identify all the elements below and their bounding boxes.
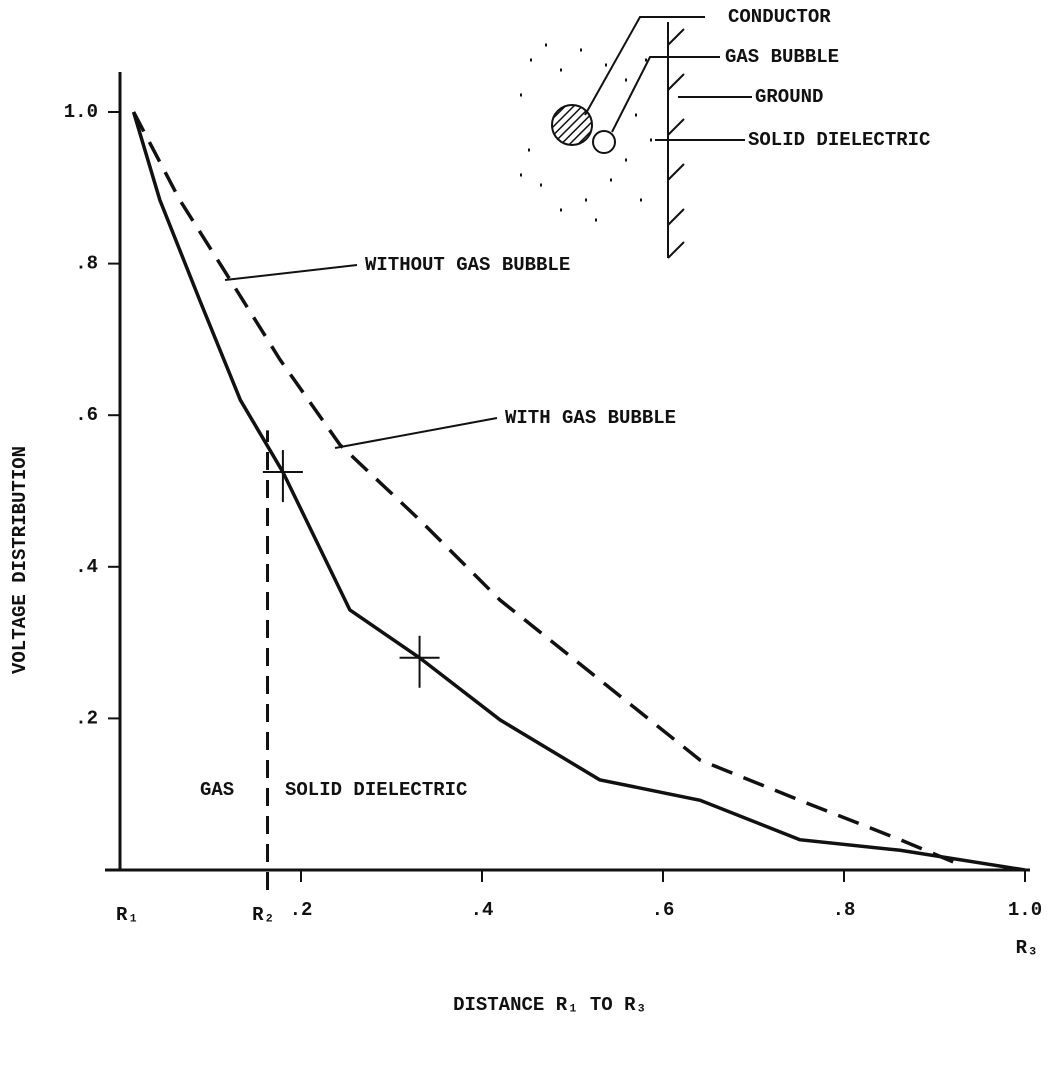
- ground-hatch: [667, 28, 685, 259]
- x-tick-label: .6: [652, 899, 675, 921]
- x-axis-label: DISTANCE R₁ TO R₃: [453, 994, 647, 1016]
- y-tick-label: .4: [75, 556, 98, 578]
- inset-diagram: [520, 16, 752, 259]
- inset-label: GROUND: [755, 86, 823, 108]
- x-tick-label: .4: [471, 899, 494, 921]
- x-tick-label: .8: [833, 899, 856, 921]
- gas-bubble: [592, 130, 616, 154]
- series-label: WITHOUT GAS BUBBLE: [365, 254, 570, 276]
- inset-label: SOLID DIELECTRIC: [748, 129, 930, 151]
- y-tick-label: 1.0: [64, 101, 98, 123]
- radius-label: R₁: [116, 904, 139, 926]
- region-label: SOLID DIELECTRIC: [285, 779, 467, 801]
- inset-label: CONDUCTOR: [728, 6, 831, 28]
- radius-label: R₂: [252, 904, 275, 926]
- x-tick-label: .2: [290, 899, 313, 921]
- conductor: [551, 104, 593, 146]
- region-label: GAS: [200, 779, 234, 801]
- x-tick-label: 1.0: [1008, 899, 1042, 921]
- y-tick-label: .2: [75, 707, 98, 729]
- y-tick-label: .8: [75, 253, 98, 275]
- y-tick-label: .6: [75, 404, 98, 426]
- series-line: [132, 111, 961, 867]
- series-leader: [334, 417, 498, 449]
- inset-label: GAS BUBBLE: [725, 46, 839, 68]
- series-leader: [224, 264, 358, 281]
- y-axis-label: VOLTAGE DISTRIBUTION: [9, 446, 31, 674]
- inset-leaders: [584, 16, 752, 141]
- series-label: WITH GAS BUBBLE: [505, 407, 676, 429]
- dielectric-dots: [520, 43, 652, 222]
- radius-label: R₃: [1016, 937, 1039, 959]
